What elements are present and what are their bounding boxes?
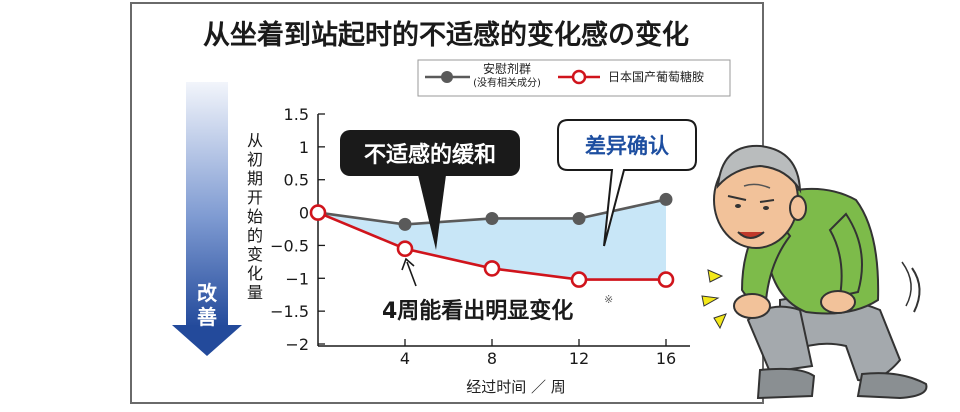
data-point-placebo — [398, 217, 412, 231]
y-tick-label: −2 — [285, 335, 309, 354]
legend-placebo-line: (没有相关成分) — [473, 76, 541, 89]
data-point-glucosamine — [483, 260, 501, 277]
y-tick-label: −0.5 — [270, 236, 309, 255]
y-tick-label: 0 — [299, 204, 309, 223]
series-points — [309, 192, 675, 288]
x-tick-label: 16 — [656, 349, 676, 368]
y-tick-label: −1 — [285, 269, 309, 288]
data-point-glucosamine — [396, 240, 414, 258]
data-point-placebo — [485, 211, 499, 225]
y-axis-label-char: 量 — [247, 283, 263, 302]
data-point-glucosamine — [657, 271, 675, 288]
y-ticks: 1.5 1 0.5 0 −0.5 −1 −1.5 −2 — [270, 105, 325, 354]
y-axis-label-char: 期 — [247, 169, 263, 188]
y-axis-label-char: 的 — [247, 226, 263, 245]
elderly-man-kneeling-icon — [701, 144, 928, 400]
four-week-pointer — [401, 257, 417, 287]
difference-bubble: 差异确认 — [557, 119, 697, 247]
data-point-placebo — [572, 211, 586, 225]
improve-label-char-1: 改 — [197, 281, 218, 305]
chart-title: 从坐着到站起时的不适感的变化感の变化 — [203, 19, 689, 51]
legend: 安慰剂群(没有相关成分) 日本国产葡萄糖胺 — [417, 59, 731, 97]
y-tick-label: 1 — [299, 138, 309, 157]
data-point-glucosamine — [570, 271, 588, 288]
x-tick-label: 12 — [569, 349, 589, 368]
y-axis-label-char: 开 — [247, 188, 263, 207]
improve-label-char-2: 善 — [197, 305, 217, 329]
x-tick-label: 4 — [400, 349, 410, 368]
x-tick-label: 8 — [487, 349, 497, 368]
x-axis-label: 经过时间 ／ 周 — [466, 378, 566, 396]
y-tick-label: 1.5 — [284, 105, 309, 124]
legend-label-glucosamine: 日本国产葡萄糖胺 — [608, 69, 704, 84]
x-ticks: 4 8 12 16 — [400, 339, 676, 368]
relief-callout-text: 不适感的缓和 — [364, 142, 496, 168]
y-axis-label-char: 从 — [247, 131, 263, 150]
data-point-glucosamine — [309, 204, 327, 221]
legend-label-placebo: 安慰剂群(没有相关成分) — [473, 61, 541, 89]
legend-marker-glucosamine — [571, 69, 587, 85]
y-axis-label-char: 化 — [247, 264, 263, 283]
difference-bubble-text: 差异确认 — [585, 134, 669, 158]
legend-placebo-line: 安慰剂群 — [483, 61, 531, 76]
y-tick-label: −1.5 — [270, 302, 309, 321]
legend-marker-placebo — [441, 71, 453, 83]
y-tick-label: 0.5 — [284, 171, 309, 190]
footnote-mark: ※ — [604, 293, 613, 306]
y-axis-label-char: 始 — [247, 207, 263, 226]
four-week-text: 4周能看出明显变化 — [382, 298, 573, 324]
y-axis-label-char: 初 — [247, 150, 263, 169]
y-axis-label-char: 变 — [247, 245, 263, 264]
relief-callout: 不适感的缓和 — [340, 130, 520, 250]
improve-arrow: 改 善 — [172, 82, 242, 356]
data-point-placebo — [659, 192, 673, 206]
